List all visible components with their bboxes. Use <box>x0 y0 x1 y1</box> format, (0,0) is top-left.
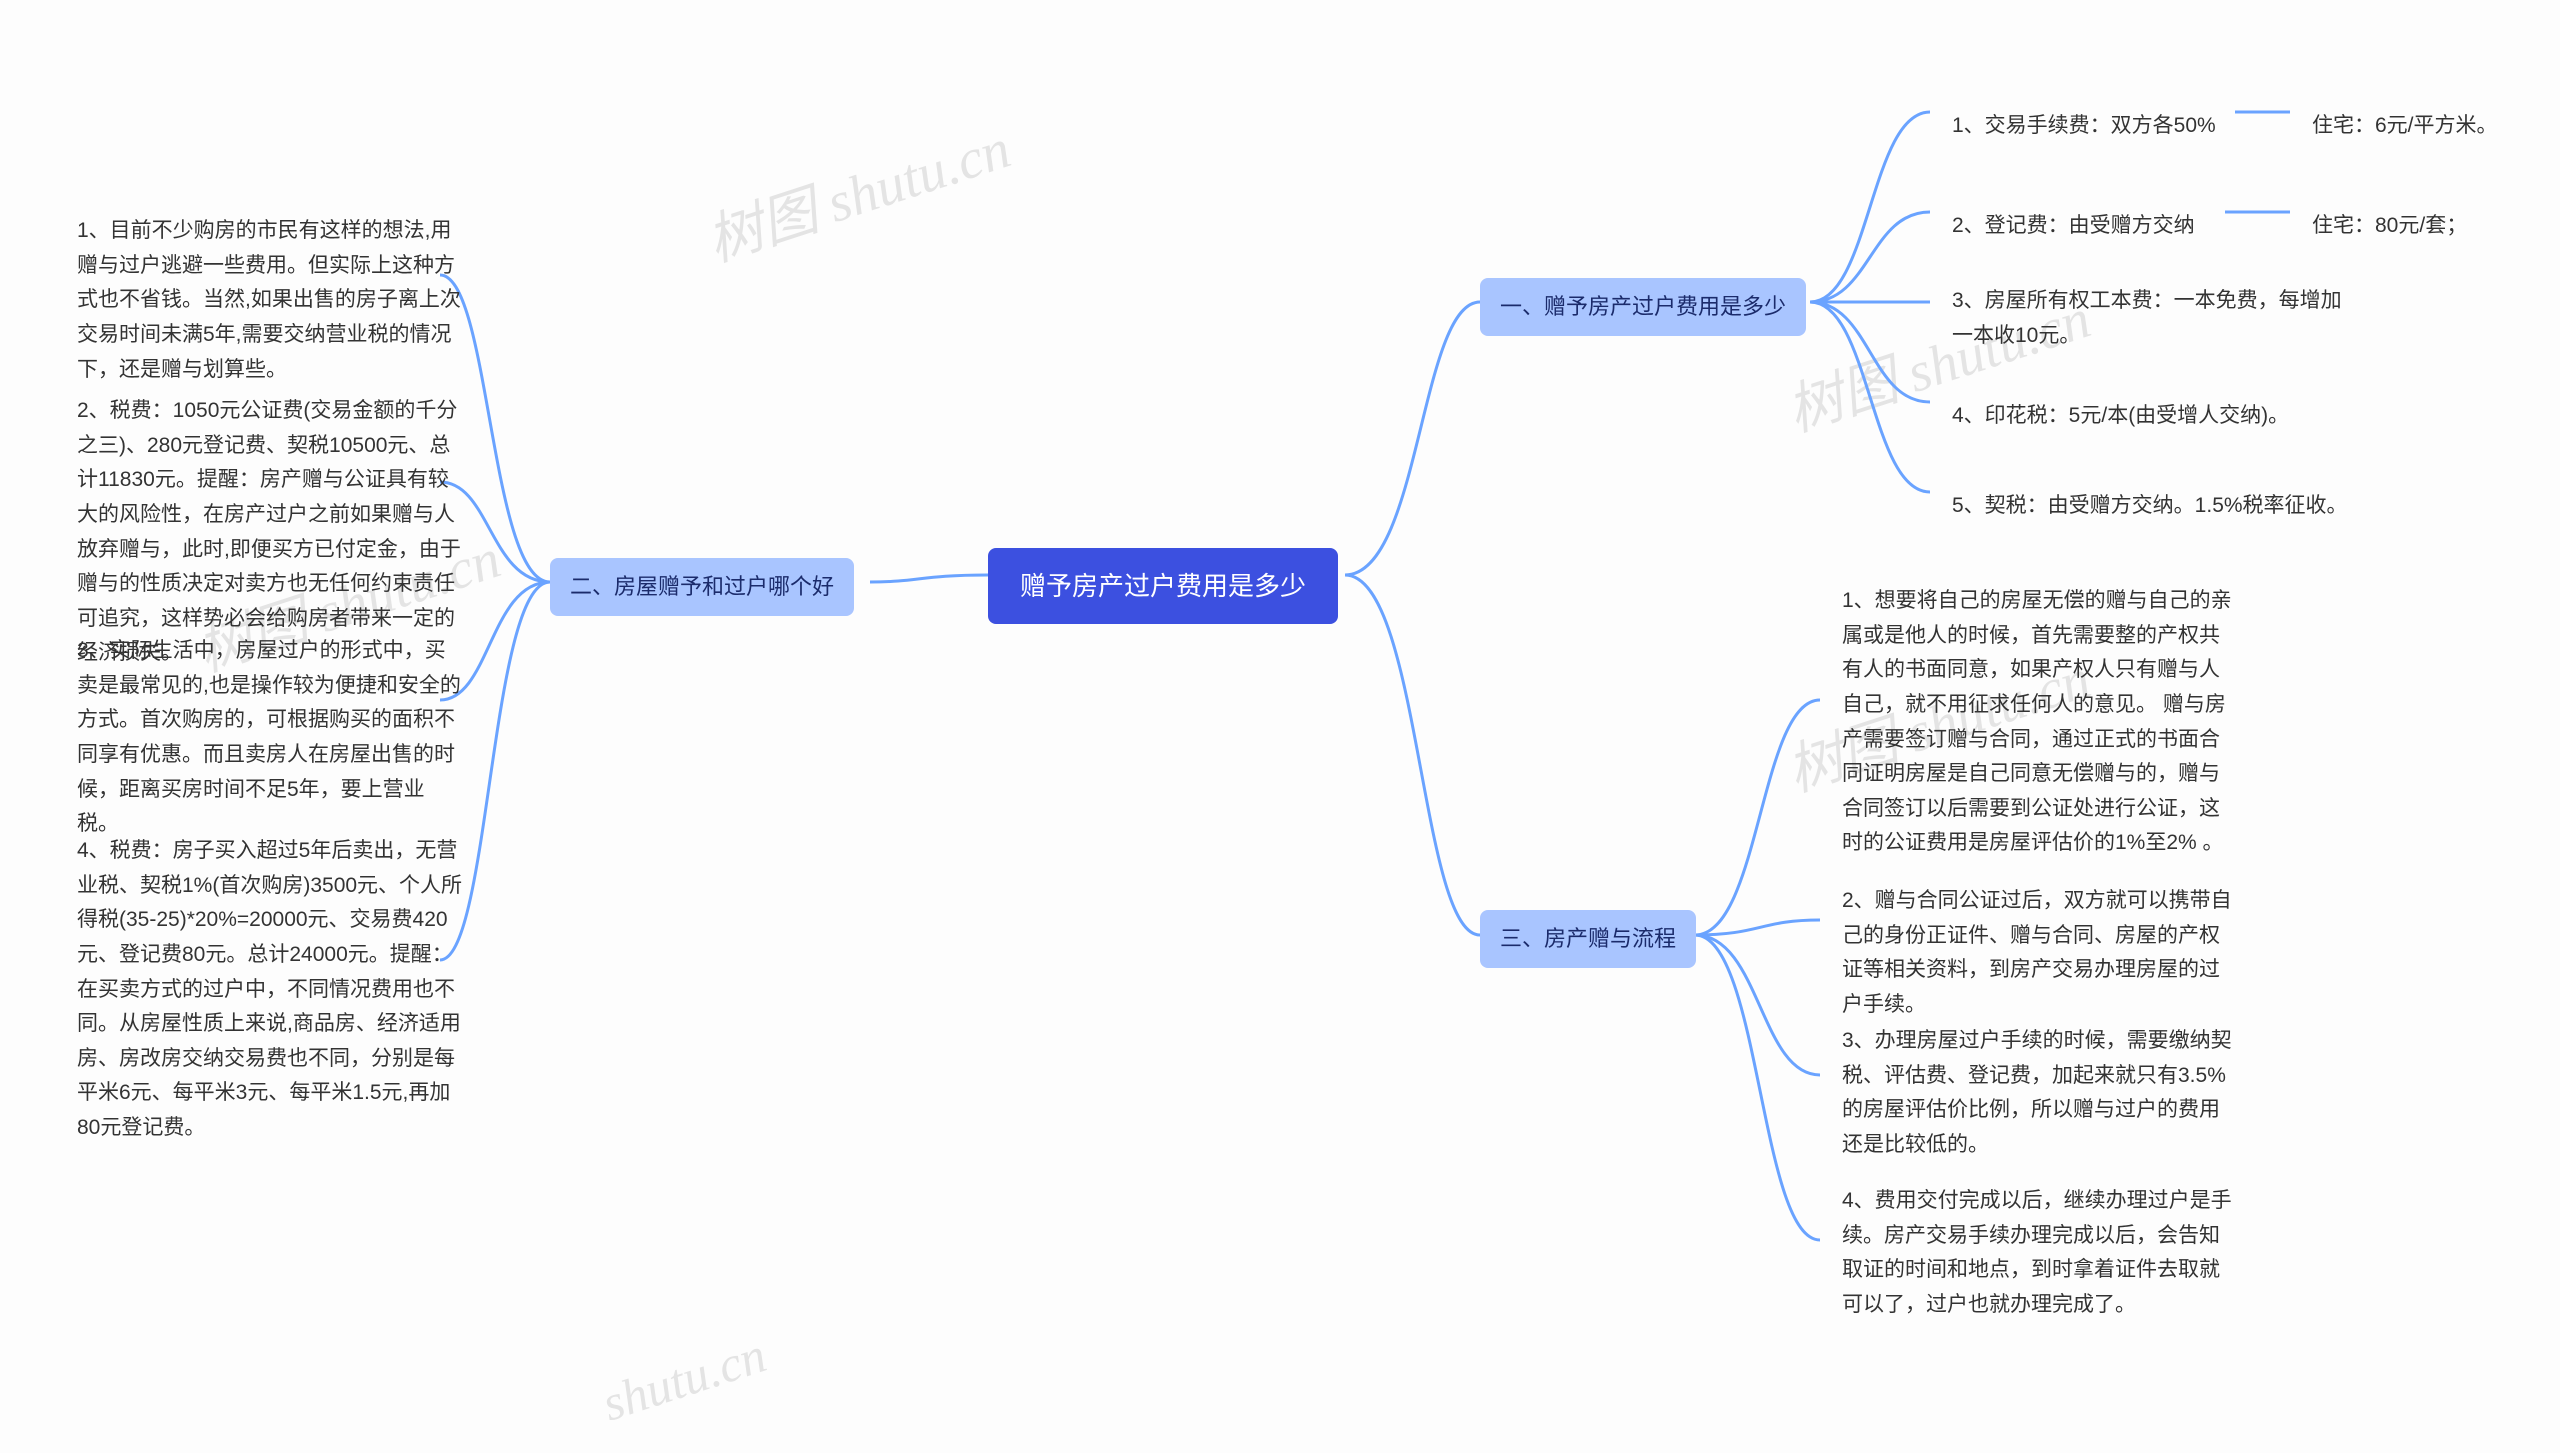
leaf-three-3: 3、办理房屋过户手续的时候，需要缴纳契税、评估费、登记费，加起来就只有3.5%的… <box>1820 1010 2260 1177</box>
leaf-one-2: 2、登记费：由受赠方交纳 <box>1930 195 2217 258</box>
root-node[interactable]: 赠予房产过户费用是多少 <box>988 548 1338 624</box>
leaf-two-1: 1、目前不少购房的市民有这样的想法,用赠与过户逃避一些费用。但实际上这种方式也不… <box>55 200 485 401</box>
leaf-three-4: 4、费用交付完成以后，继续办理过户是手续。房产交易手续办理完成以后，会告知取证的… <box>1820 1170 2260 1337</box>
leaf-one-4: 4、印花税：5元/本(由受增人交纳)。 <box>1930 385 2370 448</box>
branch-three[interactable]: 三、房产赠与流程 <box>1480 910 1696 968</box>
leaf-one-1: 1、交易手续费：双方各50% <box>1930 95 2238 158</box>
branch-two[interactable]: 二、房屋赠予和过户哪个好 <box>550 558 854 616</box>
leaf-one-2-tail: 住宅：80元/套； <box>2290 195 2489 258</box>
branch-one[interactable]: 一、赠予房产过户费用是多少 <box>1480 278 1806 336</box>
mindmap-canvas: 树图 shutu.cn 树图 shutu.cn 树图 shutu.cn 树图 s… <box>0 0 2560 1453</box>
leaf-one-5: 5、契税：由受赠方交纳。1.5%税率征收。 <box>1930 475 2370 538</box>
leaf-one-3: 3、房屋所有权工本费：一本免费，每增加一本收10元。 <box>1930 270 2370 367</box>
leaf-two-4: 4、税费：房子买入超过5年后卖出，无营业税、契税1%(首次购房)3500元、个人… <box>55 820 485 1160</box>
watermark: shutu.cn <box>595 1325 773 1432</box>
watermark: 树图 shutu.cn <box>695 103 1019 277</box>
leaf-three-1: 1、想要将自己的房屋无偿的赠与自己的亲属或是他人的时候，首先需要整的产权共有人的… <box>1820 570 2260 875</box>
leaf-one-1-tail: 住宅：6元/平方米。 <box>2290 95 2520 158</box>
